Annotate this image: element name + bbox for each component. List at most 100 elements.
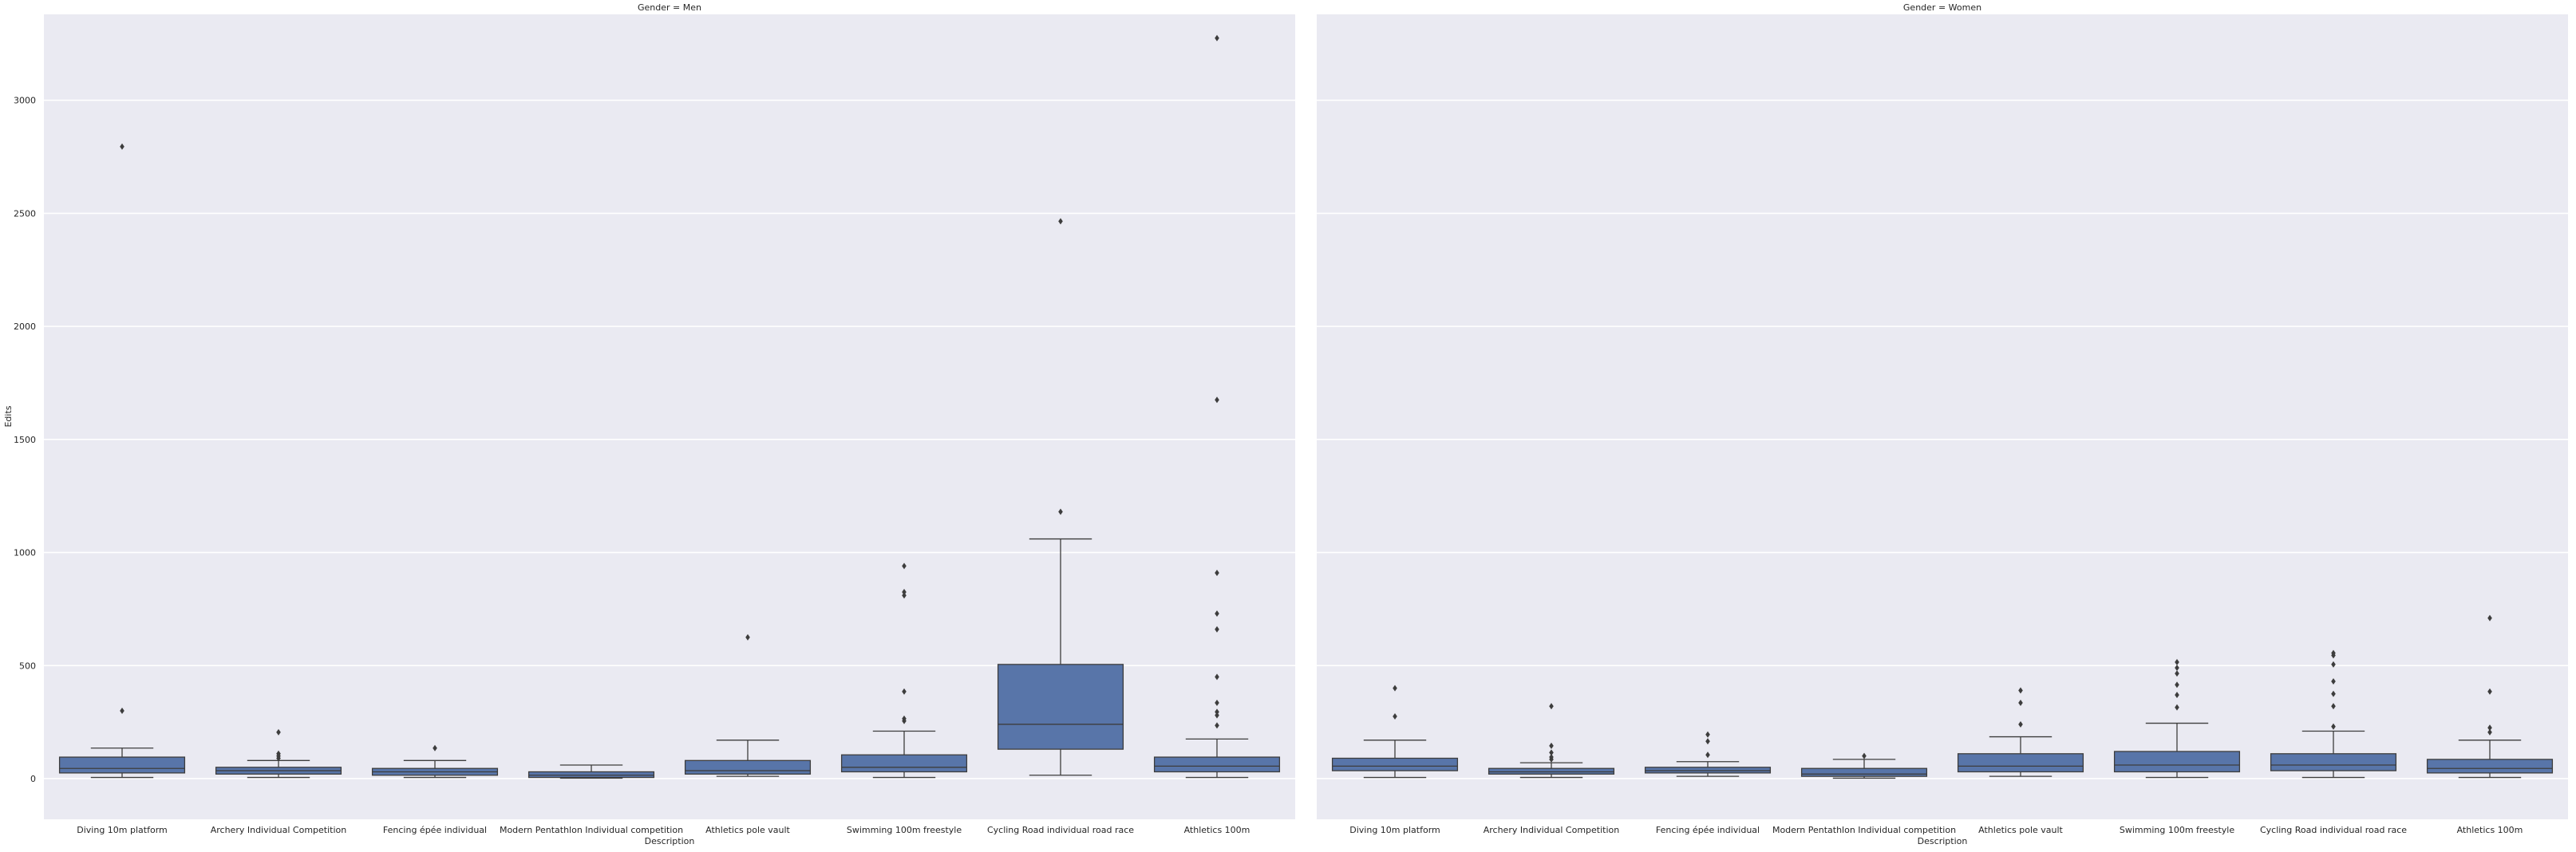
x-tick-label-7: Cycling Road individual road race [987, 825, 1134, 835]
x-tick-label-5: Athletics pole vault [705, 825, 790, 835]
box-iqr [1957, 753, 2084, 773]
outlier-point [2487, 614, 2492, 621]
outlier-point [433, 744, 437, 751]
outlier-point [120, 707, 124, 714]
men-box-8 [1153, 34, 1281, 779]
men-box-3 [371, 744, 499, 779]
outlier-point [902, 715, 907, 722]
x-tick-label-8: Athletics 100m [1184, 825, 1250, 835]
panel-men-x-axis-label: Description [645, 836, 695, 846]
outlier-point [1215, 700, 1219, 707]
x-tick-label-2: Archery Individual Competition [211, 825, 347, 835]
y-tick-label-0: 0 [30, 774, 36, 784]
outlier-point [1215, 673, 1219, 680]
outlier-point [1215, 570, 1219, 577]
panel-women-background [1317, 14, 2568, 819]
x-tick-label-3: Fencing épée individual [1656, 825, 1760, 835]
box-iqr [527, 771, 655, 779]
outlier-point [2331, 661, 2336, 668]
outlier-point [2018, 687, 2023, 694]
panel-men-boxes [58, 34, 1281, 779]
panel-women: Diving 10m platform Archery Individual Co… [1317, 2, 2568, 846]
outlier-point [2175, 670, 2179, 677]
women-box-4 [1800, 752, 1928, 779]
y-tick-label-500: 500 [19, 661, 36, 671]
outlier-point [120, 143, 124, 150]
outlier-point [1058, 508, 1063, 515]
y-tick-label-1000: 1000 [14, 548, 36, 558]
men-box-2 [215, 728, 342, 779]
panel-women-grid [1317, 99, 2568, 779]
men-box-5 [684, 633, 812, 777]
men-box-6 [840, 562, 968, 779]
outlier-point [745, 633, 750, 641]
outlier-point [1549, 754, 1554, 761]
outlier-point [1215, 712, 1219, 719]
panel-men-grid [44, 99, 1295, 779]
x-tick-label-4: Modern Pentathlon Individual competition [1772, 825, 1956, 835]
outlier-point [1705, 738, 1710, 745]
outlier-point [2018, 720, 2023, 728]
outlier-point [2175, 692, 2179, 699]
outlier-point [2331, 723, 2336, 730]
women-box-6 [2113, 659, 2241, 779]
outlier-point [902, 589, 907, 596]
outlier-point [2487, 688, 2492, 695]
box-iqr [997, 664, 1124, 750]
box-iqr [1331, 757, 1459, 771]
outlier-point [1549, 742, 1554, 749]
box-iqr [1153, 756, 1281, 773]
panel-men-x-ticks: Diving 10m platform Archery Individual Co… [77, 825, 1250, 835]
x-tick-label-1: Diving 10m platform [77, 825, 168, 835]
outlier-point [2331, 678, 2336, 685]
x-tick-label-6: Swimming 100m freestyle [847, 825, 962, 835]
outlier-point [1215, 396, 1219, 404]
women-box-7 [2270, 649, 2397, 779]
x-tick-label-7: Cycling Road individual road race [2260, 825, 2407, 835]
men-box-1 [58, 143, 186, 779]
outlier-point [1705, 731, 1710, 738]
outlier-point [2331, 703, 2336, 710]
outlier-point [1215, 625, 1219, 633]
panel-women-x-ticks: Diving 10m platform Archery Individual Co… [1349, 825, 2523, 835]
outlier-point [1215, 708, 1219, 716]
men-box-7 [997, 218, 1124, 776]
y-axis-label: Edits [3, 405, 14, 427]
y-tick-label-2500: 2500 [14, 208, 36, 219]
women-box-1 [1331, 684, 1459, 779]
outlier-point [1058, 218, 1063, 225]
outlier-point [1549, 703, 1554, 710]
outlier-point [2331, 690, 2336, 697]
outlier-point [2331, 649, 2336, 657]
outlier-point [2175, 659, 2179, 666]
outlier-point [1705, 751, 1710, 759]
women-box-3 [1644, 731, 1772, 777]
box-iqr [684, 759, 812, 775]
outlier-point [276, 750, 281, 757]
y-ticks: 0 500 1000 1500 2000 2500 3000 [14, 96, 36, 784]
y-tick-label-3000: 3000 [14, 96, 36, 106]
outlier-point [1549, 749, 1554, 756]
men-box-4 [527, 764, 655, 779]
outlier-point [276, 728, 281, 736]
x-tick-label-4: Modern Pentathlon Individual competition [500, 825, 683, 835]
outlier-point [2175, 704, 2179, 711]
outlier-point [1215, 34, 1219, 41]
box-iqr [2113, 751, 2241, 773]
women-box-2 [1488, 703, 1615, 779]
outlier-point [2487, 728, 2492, 736]
box-iqr [1800, 767, 1928, 777]
women-box-5 [1957, 687, 2084, 777]
x-tick-label-5: Athletics pole vault [1978, 825, 2063, 835]
outlier-point [2487, 724, 2492, 732]
box-iqr [1644, 767, 1772, 774]
outlier-point [902, 562, 907, 570]
outlier-point [2018, 700, 2023, 707]
y-tick-label-2000: 2000 [14, 321, 36, 332]
panel-men: Diving 10m platform Archery Individual Co… [44, 2, 1295, 846]
box-iqr [840, 754, 968, 773]
box-iqr [2270, 753, 2397, 771]
outlier-point [1393, 684, 1397, 692]
x-tick-label-3: Fencing épée individual [383, 825, 487, 835]
